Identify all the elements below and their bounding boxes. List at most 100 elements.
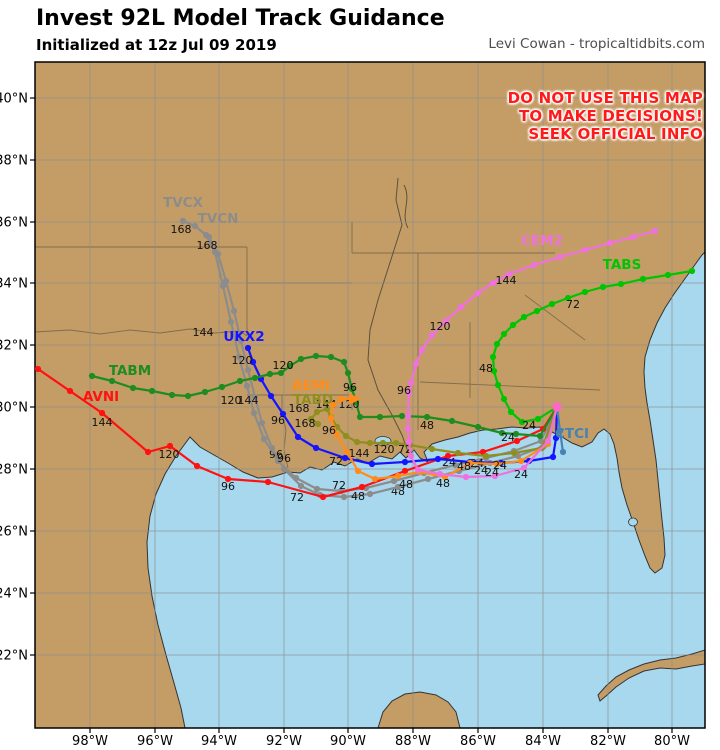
track-point-TABS [494, 381, 502, 389]
track-point-AEMI [329, 401, 337, 409]
track-point-TABS [518, 418, 526, 426]
track-point-TABM [277, 369, 285, 377]
y-tick-label: 26°N [0, 525, 28, 540]
hour-label: 72 [329, 455, 343, 468]
hour-label: 48 [479, 362, 493, 375]
hour-label: 48 [436, 477, 450, 490]
track-point-UKX2 [552, 434, 560, 442]
hour-label: 168 [289, 402, 310, 415]
track-point-CEM2 [407, 452, 415, 460]
x-tick-label: 96°W [137, 734, 173, 749]
track-point-AEMI [493, 460, 501, 468]
track-point-AVNI [264, 478, 272, 486]
track-point-TABM [448, 417, 456, 425]
hour-label: 48 [399, 478, 413, 491]
track-point-CEM2 [405, 389, 413, 397]
hour-label: 72 [566, 298, 580, 311]
track-point-CEM2 [491, 472, 499, 480]
hour-label: 120 [273, 359, 294, 372]
track-point-UKX2 [249, 358, 257, 366]
model-label-TVCN: TVCN [198, 211, 239, 227]
hour-label: 96 [343, 381, 357, 394]
model-label-TABD: TABD [293, 392, 333, 408]
track-point-TVCN [258, 419, 266, 427]
model-label-TVCX: TVCX [163, 195, 204, 211]
track-point-TABM [297, 355, 305, 363]
track-point-TABM [498, 429, 506, 437]
track-point-TABM [356, 413, 364, 421]
track-point-TABM [88, 372, 96, 380]
warning-line-3: SEEK OFFICIAL INFO [528, 125, 703, 143]
track-point-TVCX [179, 217, 187, 225]
track-point-TABS [533, 307, 541, 315]
track-point-CEM2 [556, 253, 564, 261]
track-point-TVCX [243, 382, 251, 390]
track-point-AEMI [371, 475, 379, 483]
axis-labels: 98°W 96°W 94°W 92°W 90°W 88°W 86°W 84°W 82°W 80°W… [0, 92, 690, 750]
track-point-AVNI [224, 475, 232, 483]
track-point-TABM [148, 387, 156, 395]
track-point-CEM2 [442, 317, 450, 325]
track-point-TVCN [214, 250, 222, 258]
track-line-AVNI [36, 367, 559, 499]
track-point-TABS [564, 294, 572, 302]
track-point-TABD [353, 438, 361, 446]
y-tick-label: 22°N [0, 649, 28, 664]
track-point-TABS [493, 340, 501, 348]
track-point-TABM [236, 377, 244, 385]
track-point-TABM [327, 353, 335, 361]
init-time-label: Initialized at 12z Jul 09 2019 [36, 36, 277, 54]
track-point-TABD [392, 439, 400, 447]
track-point-UKX2 [244, 344, 252, 352]
track-point-TVCN [424, 475, 432, 483]
lake-okeechobee [628, 517, 638, 527]
x-tick-label: 90°W [330, 734, 366, 749]
track-point-TABD [510, 449, 518, 457]
hour-label: 48 [351, 490, 365, 503]
hour-label: 168 [197, 239, 218, 252]
warning-line-1: DO NOT USE THIS MAP [507, 89, 703, 107]
track-point-CEM2 [606, 239, 614, 247]
track-point-TABM [201, 388, 209, 396]
track-point-TVCN [394, 483, 402, 491]
track-point-TABS [534, 415, 542, 423]
track-point-TABS [617, 280, 625, 288]
track-point-CEM2 [651, 227, 659, 235]
track-point-TABM [340, 358, 348, 366]
track-point-TABS [548, 300, 556, 308]
track-point-AVNI [358, 483, 366, 491]
track-point-TVCN [230, 307, 238, 315]
hour-label: 120 [159, 448, 180, 461]
track-point-TVCN [340, 493, 348, 501]
track-point-TABM [474, 423, 482, 431]
model-label-UKX2: UKX2 [223, 329, 264, 345]
hour-label: 168 [295, 417, 316, 430]
track-point-TABS [509, 321, 517, 329]
track-point-TABS [581, 288, 589, 296]
track-point-UKX2 [549, 453, 557, 461]
track-point-CEM2 [489, 279, 497, 287]
track-point-TABM [129, 384, 137, 392]
track-point-TVCN [251, 393, 259, 401]
track-point-UKX2 [401, 458, 409, 466]
y-tick-label: 40°N [0, 92, 28, 107]
track-point-AVNI [98, 409, 106, 417]
track-point-TABM [512, 430, 520, 438]
track-point-TVCN [366, 490, 374, 498]
track-point-CEM2 [581, 246, 589, 254]
track-point-CEM2 [505, 270, 513, 278]
track-point-TABM [184, 392, 192, 400]
hour-label: 24 [442, 456, 456, 469]
x-tick-label: 84°W [525, 734, 561, 749]
track-point-TVCN [205, 233, 213, 241]
y-tick-label: 32°N [0, 339, 28, 354]
track-point-TABD [454, 449, 462, 457]
track-point-CEM2 [405, 438, 413, 446]
track-point-TVCN [268, 444, 276, 452]
track-point-CTCI [559, 448, 567, 456]
track-point-TABM [218, 383, 226, 391]
track-point-TVCX [313, 485, 321, 493]
track-point-UKX2 [294, 433, 302, 441]
